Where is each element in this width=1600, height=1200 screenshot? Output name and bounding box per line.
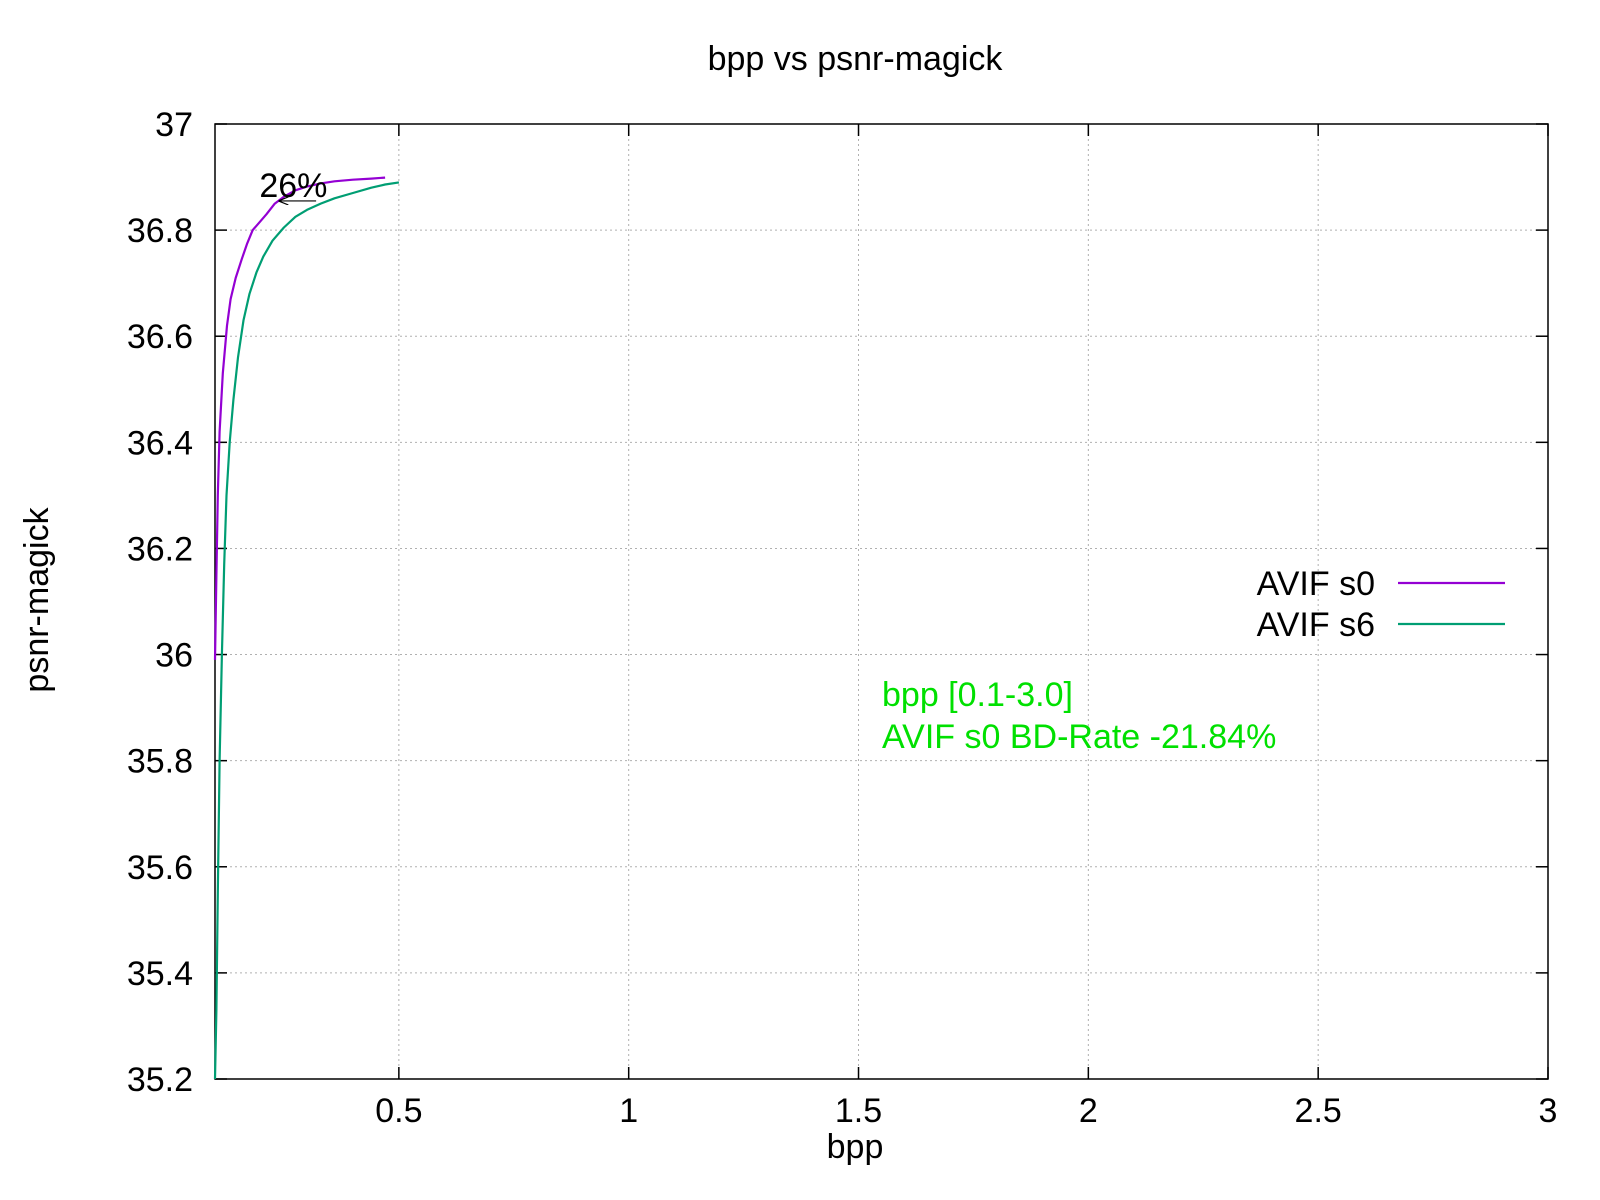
x-tick-label: 2.5 xyxy=(1295,1092,1342,1130)
y-tick-label: 36 xyxy=(155,637,193,675)
x-tick-label: 2 xyxy=(1079,1092,1098,1130)
grid-lines xyxy=(215,124,1548,1079)
bd-rate-text: AVIF s0 BD-Rate -21.84% xyxy=(882,718,1276,756)
series-line-avif-s6 xyxy=(213,181,400,1080)
x-tick-label: 1 xyxy=(619,1092,638,1130)
y-tick-label: 35.2 xyxy=(127,1061,193,1099)
tick-marks xyxy=(215,123,1549,1080)
chart-title: bpp vs psnr-magick xyxy=(708,40,1004,78)
legend-label-avif-s0: AVIF s0 xyxy=(1257,565,1375,603)
y-tick-label: 36.4 xyxy=(127,424,193,462)
series-layer xyxy=(213,176,400,1080)
x-tick-label: 3 xyxy=(1539,1092,1558,1130)
y-axis-label: psnr-magick xyxy=(18,506,56,692)
y-tick-label: 37 xyxy=(155,106,193,144)
x-tick-label: 1.5 xyxy=(835,1092,882,1130)
series-line-avif-s0 xyxy=(213,176,386,660)
y-tick-label: 36.2 xyxy=(127,530,193,568)
annotations: 26% bpp [0.1-3.0] AVIF s0 BD-Rate -21.84… xyxy=(259,167,1276,756)
legend-label-avif-s6: AVIF s6 xyxy=(1257,606,1375,644)
x-tick-label: 0.5 xyxy=(375,1092,422,1130)
y-tick-label: 35.8 xyxy=(127,743,193,781)
arrow-label: 26% xyxy=(259,167,327,205)
y-tick-labels: 35.2 35.4 35.6 35.8 36 36.2 36.4 36.6 36.8 37 xyxy=(127,106,193,1099)
bd-range-text: bpp [0.1-3.0] xyxy=(882,676,1073,714)
y-tick-label: 35.6 xyxy=(127,849,193,887)
x-axis-label: bpp xyxy=(827,1128,884,1166)
x-tick-labels: 0.5 1 1.5 2 2.5 3 xyxy=(375,1092,1557,1130)
y-tick-label: 36.6 xyxy=(127,318,193,356)
y-tick-label: 35.4 xyxy=(127,955,193,993)
y-tick-label: 36.8 xyxy=(127,212,193,250)
